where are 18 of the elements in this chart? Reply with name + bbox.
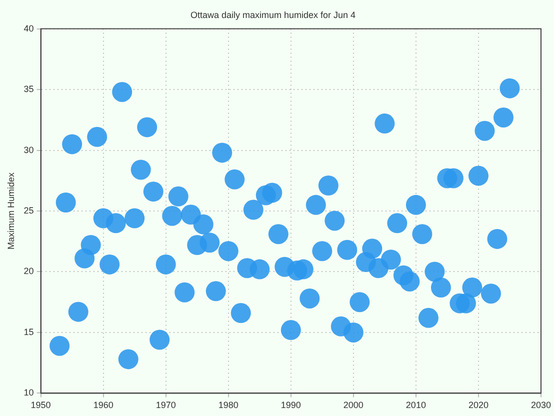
chart-title: Ottawa daily maximum humidex for Jun 4: [190, 10, 356, 20]
y-tick-label: 10: [24, 388, 34, 398]
y-tick-label: 35: [24, 84, 34, 94]
x-tick-label: 1950: [30, 400, 51, 410]
y-tick-label: 30: [24, 144, 34, 155]
x-tick-label: 2020: [468, 400, 488, 410]
y-tick-label: 15: [24, 326, 34, 337]
y-axis-title: Maximum Humidex: [6, 172, 16, 250]
y-tick-label: 25: [24, 205, 34, 216]
x-tick-label: 1990: [280, 400, 301, 410]
x-tick-label: 2030: [530, 400, 552, 410]
x-tick-label: 1970: [156, 400, 176, 410]
x-tick-label: 2010: [406, 400, 426, 410]
x-tick-label: 1960: [93, 400, 114, 410]
x-tick-label: 2000: [343, 400, 364, 410]
x-tick-label: 1980: [218, 400, 238, 410]
y-tick-label: 20: [24, 266, 34, 276]
y-tick-label: 40: [24, 23, 34, 34]
